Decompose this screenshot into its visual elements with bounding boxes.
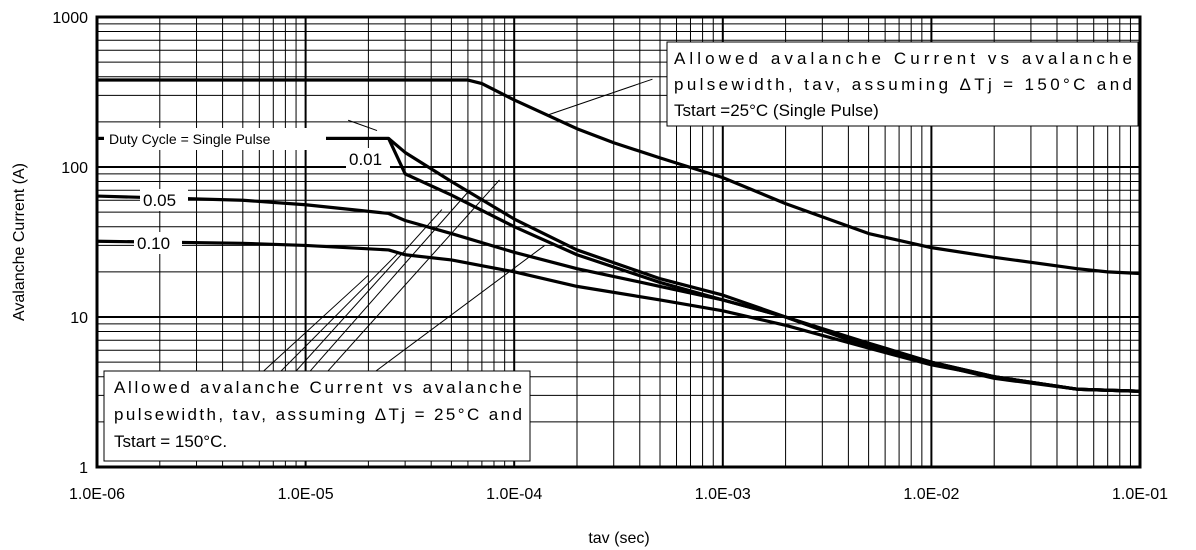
- x-tick-label: 1.0E-02: [903, 486, 959, 503]
- series-label-0-10: 0.10: [134, 232, 182, 254]
- series-label-0-05-bg: [140, 189, 188, 211]
- top-annotation-frame: [666, 41, 1139, 127]
- y-tick-label: 1: [79, 460, 88, 477]
- bottom-annotation-line-2: pulsewidth, tav, assuming ΔTj = 25°C and: [114, 405, 522, 424]
- plot-frame: [95, 15, 1142, 469]
- y-tick-label: 10: [70, 310, 88, 327]
- series-line-1: [97, 136, 1141, 393]
- series-layer: [96, 78, 1141, 393]
- top-annotation-line-3: Tstart =25°C (Single Pulse): [674, 101, 879, 120]
- bottom-annotation-line-1: Allowed avalanche Current vs avalanche: [114, 378, 522, 397]
- series-label-0-10-text: 0.10: [137, 234, 170, 253]
- x-tick-label: 1.0E-01: [1112, 486, 1168, 503]
- x-axis-title: tav (sec): [588, 530, 649, 547]
- series-label-0-01-bg: [346, 148, 390, 170]
- grid-layer: [97, 17, 1140, 467]
- x-tick-label: 1.0E-06: [69, 486, 125, 503]
- bottom-annotation-frame: [103, 370, 531, 462]
- top-annotation-box: Allowed avalanche Current vs avalanche p…: [666, 41, 1139, 127]
- y-axis-title: Avalanche Current (A): [11, 163, 28, 321]
- series-label-0-05: 0.05: [140, 189, 188, 211]
- series-label-0-01-text: 0.01: [349, 150, 382, 169]
- y-tick-label: 100: [61, 160, 88, 177]
- series-label-0-05-text: 0.05: [143, 191, 176, 210]
- series-line-0: [97, 78, 1141, 276]
- leader-line-7: [348, 119, 378, 132]
- top-annotation-line-1: Allowed avalanche Current vs avalanche: [674, 49, 1132, 68]
- bottom-annotation-box: Allowed avalanche Current vs avalanche p…: [103, 370, 531, 462]
- duty-cycle-bg: [104, 128, 326, 150]
- bottom-annotation-line-3: Tstart = 150°C.: [114, 432, 227, 451]
- x-tick-label: 1.0E-05: [278, 486, 334, 503]
- y-tick-label: 1000: [52, 10, 88, 27]
- leader-line-6: [545, 78, 653, 117]
- series-label-0-10-bg: [134, 232, 182, 254]
- x-tick-label: 1.0E-04: [486, 486, 542, 503]
- duty-cycle-label: Duty Cycle = Single Pulse: [109, 131, 271, 147]
- series-label-0-01: 0.01: [346, 148, 390, 170]
- tick-labels: 1.0E-06 1.0E-05 1.0E-04 1.0E-03 1.0E-02 1.0E-…: [52, 10, 1168, 503]
- series-line-4: [96, 239, 1141, 393]
- duty-cycle-annotation: Duty Cycle = Single Pulse: [104, 128, 326, 150]
- x-tick-label: 1.0E-03: [695, 486, 751, 503]
- top-annotation-line-2: pulsewidth, tav, assuming ΔTj = 150°C an…: [674, 75, 1132, 94]
